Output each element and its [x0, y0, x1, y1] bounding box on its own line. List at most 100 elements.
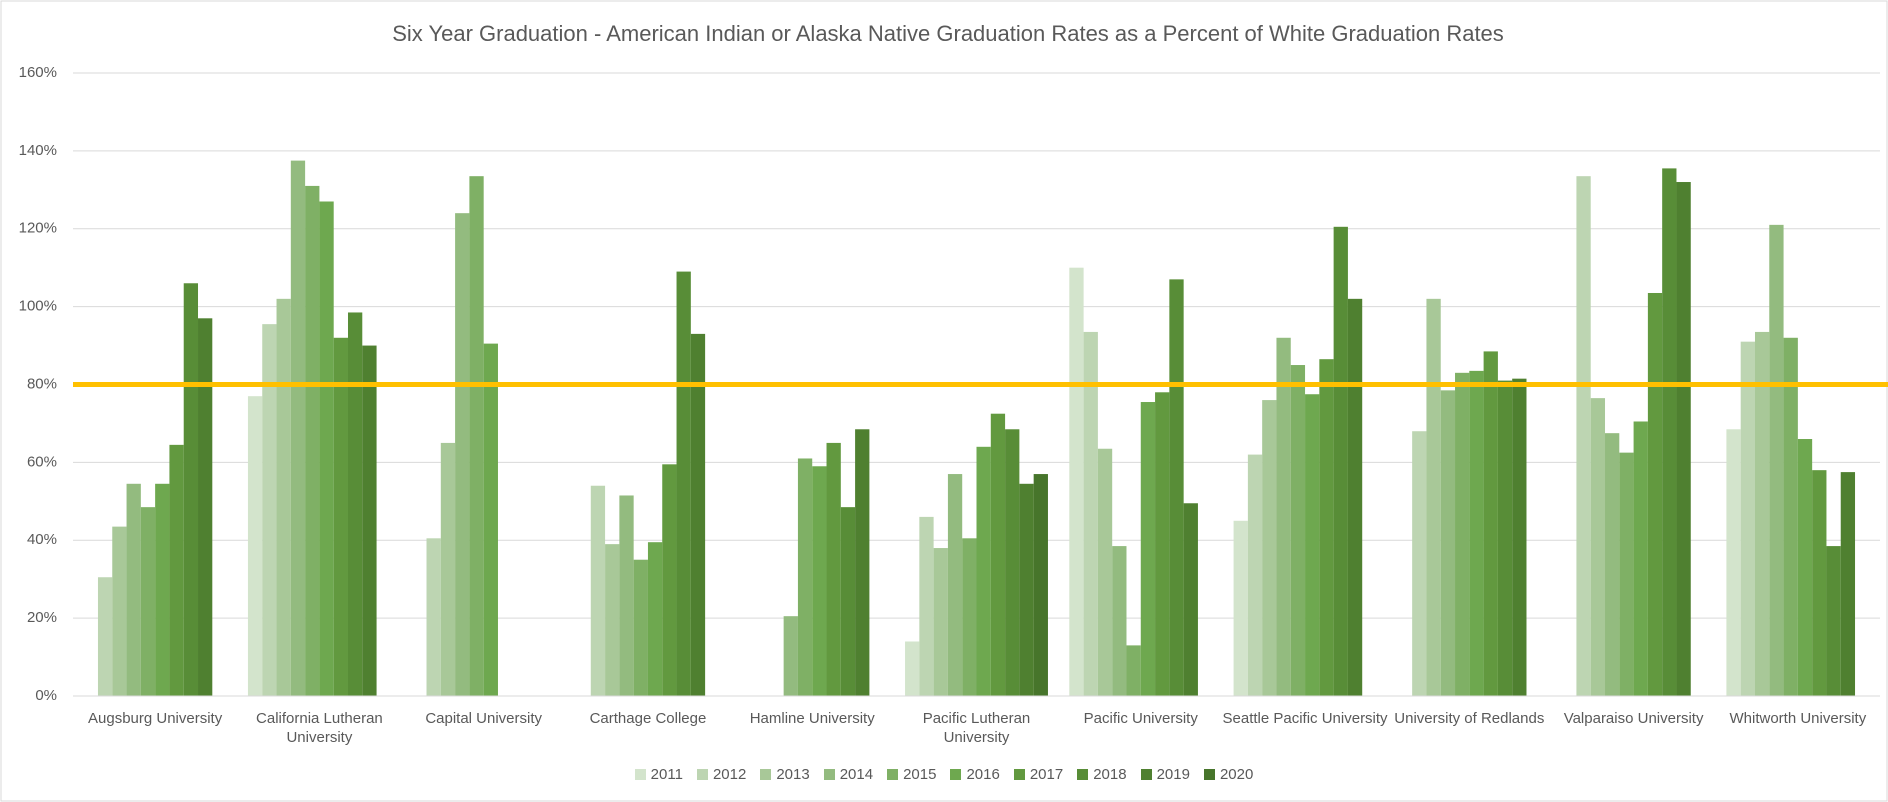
x-tick-label: Carthage College [589, 710, 707, 727]
y-tick-label: 100% [19, 298, 57, 315]
bar [1276, 337, 1291, 696]
bar [797, 458, 813, 696]
bar [1840, 472, 1856, 696]
bar [290, 160, 306, 696]
legend-label: 2015 [903, 766, 937, 783]
legend-swatch [950, 769, 962, 780]
bar [905, 641, 920, 696]
bar [276, 298, 291, 696]
bar [990, 413, 1006, 696]
bar [633, 559, 648, 696]
bar [919, 516, 934, 696]
bar [1305, 394, 1320, 696]
y-tick-label: 160% [19, 64, 57, 81]
bar [933, 548, 948, 696]
legend-label: 2017 [1029, 766, 1064, 783]
bar [1754, 331, 1770, 696]
bar [198, 318, 213, 696]
bar [1247, 454, 1263, 696]
legend-swatch [1013, 769, 1025, 780]
x-tick-label: Whitworth University [1729, 710, 1867, 727]
bar [1605, 433, 1620, 696]
bar [1140, 402, 1156, 696]
legend-swatch [760, 769, 772, 780]
legend-label: 2014 [839, 766, 874, 783]
bar [1497, 380, 1513, 696]
bar [1826, 546, 1841, 696]
bar [1590, 398, 1606, 696]
bar [347, 312, 363, 696]
bar [1633, 421, 1648, 696]
bar [319, 201, 334, 696]
legend-swatch [696, 769, 708, 780]
bar [590, 485, 606, 696]
legend-item: 2012 [696, 766, 746, 783]
bar [676, 271, 691, 696]
bar [1812, 470, 1827, 696]
y-tick-label: 120% [19, 220, 57, 237]
legend: 2011 2012 2013 2014 2015 2016 2017 2018 2019 2020 [0, 766, 1888, 783]
bar [1797, 439, 1813, 696]
bar [1033, 474, 1048, 696]
legend-item: 2017 [1013, 766, 1064, 783]
bar [1155, 392, 1170, 696]
bar [97, 577, 113, 696]
bar [140, 507, 156, 696]
bar [662, 464, 677, 696]
legend-item: 2014 [823, 766, 874, 783]
bar [483, 343, 498, 696]
chart-title: Six Year Graduation - American Indian or… [392, 21, 1504, 46]
legend-swatch [634, 769, 646, 780]
bar [1469, 370, 1484, 696]
bar [426, 538, 441, 696]
y-tick-label: 80% [27, 375, 57, 392]
bar [1019, 483, 1034, 696]
bar [1676, 182, 1691, 696]
legend-label: 2016 [966, 766, 1000, 783]
bar [1262, 400, 1277, 696]
legend-swatch [1203, 769, 1215, 780]
bar [1333, 226, 1348, 696]
bar [1483, 351, 1498, 696]
bar [1769, 224, 1784, 696]
bar [1440, 390, 1456, 696]
bar [262, 324, 277, 696]
bar [1726, 429, 1741, 696]
legend-item: 2013 [760, 766, 810, 783]
bar [840, 507, 856, 696]
bar [169, 444, 184, 696]
bar [1740, 341, 1755, 696]
x-tick-label: Hamline University [749, 710, 875, 727]
x-tick-label: Augsburg University [88, 710, 223, 727]
bar [1083, 331, 1098, 696]
bar [126, 483, 141, 696]
legend-item: 2020 [1203, 766, 1253, 783]
legend-item: 2018 [1077, 766, 1127, 783]
bar [183, 283, 199, 696]
bar [605, 544, 620, 696]
bar [155, 483, 170, 696]
bar [1647, 292, 1663, 696]
x-tick-label: Valparaiso University [1563, 710, 1704, 727]
bar [1005, 429, 1020, 696]
bar [826, 442, 841, 696]
bar [976, 446, 991, 696]
bar [469, 176, 484, 696]
bar [1576, 176, 1591, 696]
x-tick-label: University of Redlands [1394, 710, 1545, 727]
bar [1619, 452, 1634, 696]
bar [1347, 298, 1363, 696]
legend-label: 2011 [650, 766, 683, 783]
bar [1183, 503, 1198, 696]
bar [783, 616, 798, 696]
y-tick-label: 20% [27, 609, 57, 626]
legend-swatch [1077, 769, 1089, 780]
y-tick-label: 140% [19, 142, 57, 159]
bar [440, 442, 456, 696]
bar [1426, 298, 1441, 696]
bar [362, 345, 377, 696]
bar [1126, 645, 1141, 696]
legend-item: 2011 [634, 766, 683, 783]
